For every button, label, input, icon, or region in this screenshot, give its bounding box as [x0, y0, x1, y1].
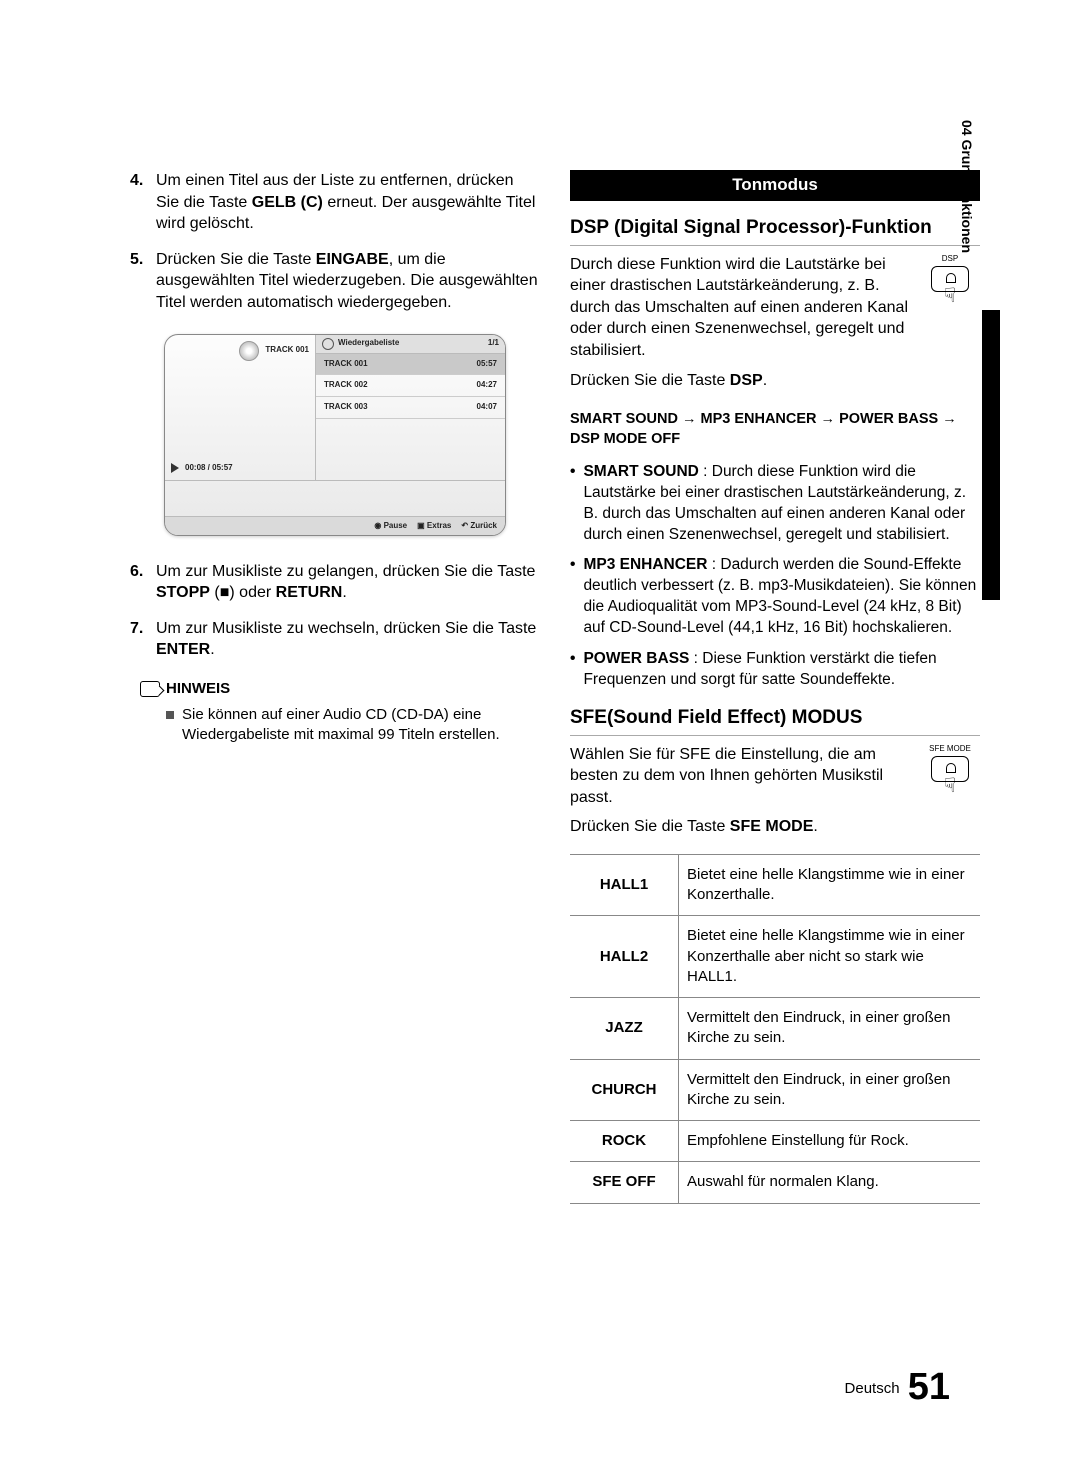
step-item: 6.Um zur Musikliste zu gelangen, drücken…	[130, 561, 540, 604]
note-icon	[140, 681, 160, 697]
step-item: 7.Um zur Musikliste zu wechseln, drücken…	[130, 618, 540, 661]
step-item: 5.Drücken Sie die Taste EINGABE, um die …	[130, 249, 540, 314]
now-track: TRACK 001	[265, 345, 309, 356]
note-bullet	[166, 711, 174, 719]
mode-item: POWER BASS : Diese Funktion verstärkt di…	[570, 649, 980, 691]
note-text: Sie können auf einer Audio CD (CD-DA) ei…	[182, 705, 540, 746]
dsp-button-graphic: DSP ☟	[920, 254, 980, 303]
extras-control: ▣ Extras	[417, 521, 451, 532]
dsp-intro: Durch diese Funktion wird die Lautstärke…	[570, 254, 980, 362]
sfe-press: Drücken Sie die Taste SFE MODE.	[570, 816, 980, 838]
sfe-row: SFE OFFAuswahl für normalen Klang.	[570, 1162, 980, 1203]
track-row: TRACK 00204:27	[316, 375, 505, 397]
track-row: TRACK 00304:07	[316, 397, 505, 419]
mode-item: SMART SOUND : Durch diese Funktion wird …	[570, 462, 980, 546]
side-black-bar	[982, 310, 1000, 600]
pause-control: ◉ Pause	[374, 521, 407, 532]
play-icon	[171, 463, 179, 473]
sfe-intro: Wählen Sie für SFE die Einstellung, die …	[570, 744, 980, 809]
left-column: 4.Um einen Titel aus der Liste zu entfer…	[130, 170, 540, 1204]
player-screenshot: TRACK 001 00:08 / 05:57 Wiedergabeliste …	[164, 334, 506, 536]
sfe-table: HALL1Bietet eine helle Klangstimme wie i…	[570, 854, 980, 1204]
note-label: HINWEIS	[166, 679, 230, 699]
back-control: ↶ Zurück	[461, 521, 497, 532]
sfe-row: JAZZVermittelt den Eindruck, in einer gr…	[570, 998, 980, 1060]
playlist-label: Wiedergabeliste	[338, 338, 399, 349]
sfe-row: HALL2Bietet eine helle Klangstimme wie i…	[570, 916, 980, 998]
progress-time: 00:08 / 05:57	[185, 463, 233, 474]
track-row: TRACK 00105:57	[316, 354, 505, 376]
sfe-button-graphic: SFE MODE ☟	[920, 744, 980, 793]
step-item: 4.Um einen Titel aus der Liste zu entfer…	[130, 170, 540, 235]
dsp-press: Drücken Sie die Taste DSP.	[570, 370, 980, 392]
right-column: Tonmodus DSP (Digital Signal Processor)-…	[570, 170, 980, 1204]
dsp-heading: DSP (Digital Signal Processor)-Funktion	[570, 215, 980, 246]
repeat-icon	[322, 338, 334, 350]
mode-sequence: SMART SOUND → MP3 ENHANCER → POWER BASS …	[570, 409, 980, 450]
cd-icon	[239, 341, 259, 361]
playlist-page: 1/1	[488, 338, 499, 349]
section-title: Tonmodus	[570, 170, 980, 201]
sfe-row: CHURCHVermittelt den Eindruck, in einer …	[570, 1059, 980, 1121]
side-tab: 04 Grundfunktionen	[959, 120, 975, 253]
page-footer: Deutsch 51	[845, 1366, 950, 1409]
mode-item: MP3 ENHANCER : Dadurch werden die Sound-…	[570, 555, 980, 639]
sfe-row: ROCKEmpfohlene Einstellung für Rock.	[570, 1121, 980, 1162]
sfe-heading: SFE(Sound Field Effect) MODUS	[570, 705, 980, 736]
sfe-row: HALL1Bietet eine helle Klangstimme wie i…	[570, 854, 980, 916]
